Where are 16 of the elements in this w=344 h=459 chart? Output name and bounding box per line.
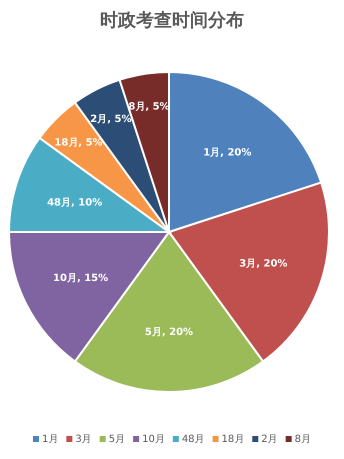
data-label: 5月, 20% [144,327,194,338]
legend-label: 18月 [222,434,244,445]
data-label: 18月, 5% [54,137,103,148]
data-label: 2月, 5% [90,114,132,125]
data-label: 1月, 20% [203,148,252,159]
legend-label: 1月 [42,434,58,445]
legend-label: 3月 [75,434,92,445]
chart-title: 时政考查时间分布 [100,10,244,31]
legend-label: 48月 [182,434,205,445]
legend-label: 2月 [261,434,278,445]
legend-label: 8月 [294,434,312,445]
legend-label: 5月 [108,434,126,445]
data-label: 48月, 10% [47,197,102,208]
legend-label: 10月 [142,434,165,445]
data-label: 10月, 15% [53,273,108,284]
data-label: 3月, 20% [239,258,288,270]
